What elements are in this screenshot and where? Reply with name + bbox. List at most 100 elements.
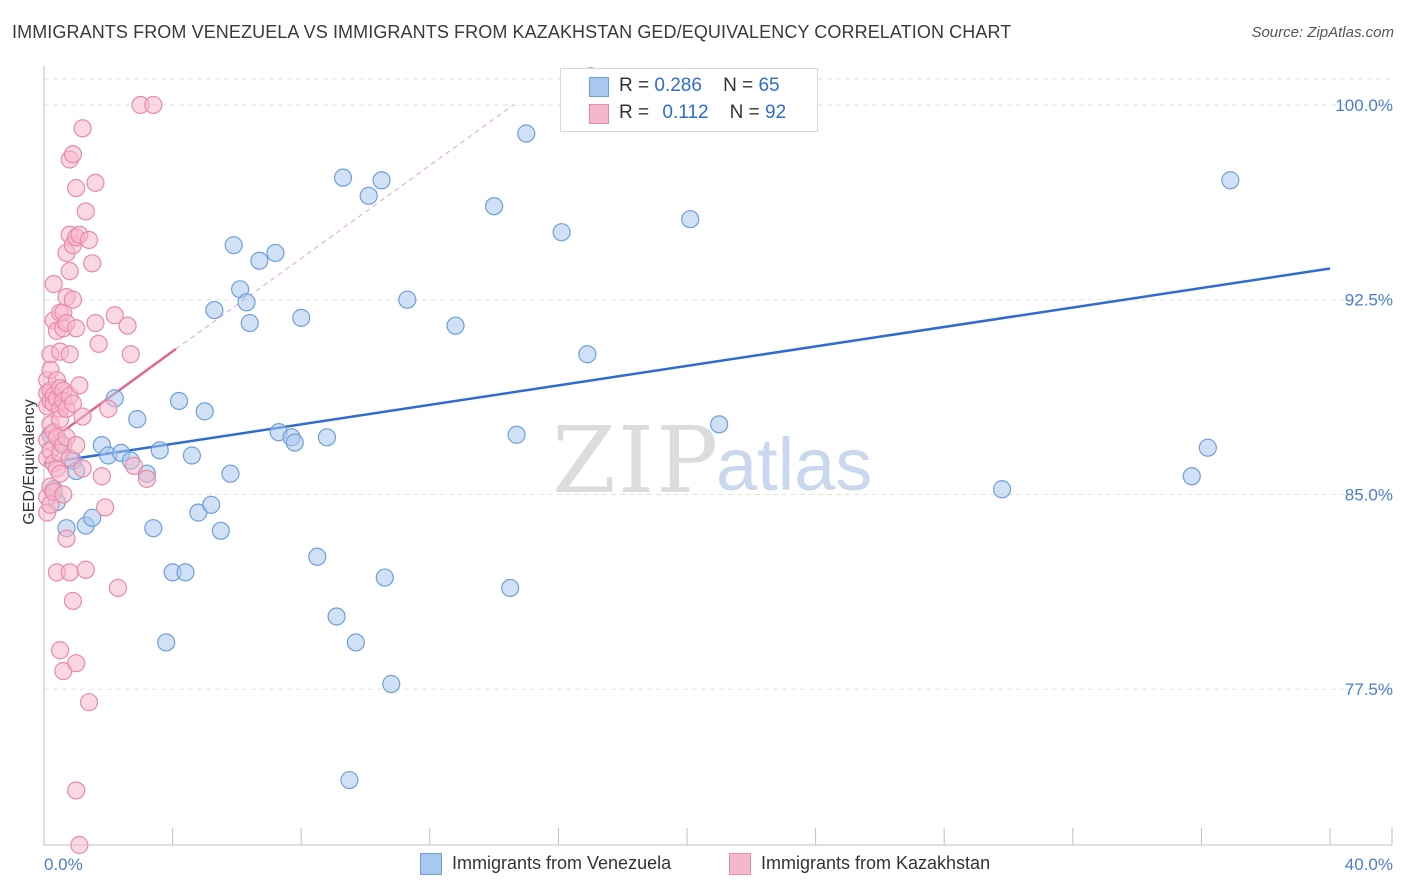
venezuela-swatch: [589, 77, 609, 97]
venezuela-point: [205, 300, 224, 320]
kazakhstan-point: [76, 202, 95, 221]
kazakhstan-point: [63, 591, 83, 611]
venezuela-point: [327, 607, 346, 626]
venezuela-point: [578, 345, 597, 364]
venezuela-point: [157, 633, 176, 652]
venezuela-point: [237, 293, 256, 312]
venezuela-point: [359, 186, 378, 205]
kazakhstan-point: [54, 485, 73, 504]
kazakhstan-point: [73, 119, 92, 138]
venezuela-point: [83, 508, 102, 527]
y-tick-label: 77.5%: [1345, 680, 1393, 699]
venezuela-point: [992, 480, 1012, 499]
legend-venezuela-label: Immigrants from Venezuela: [452, 853, 672, 873]
venezuela-point: [285, 433, 304, 452]
kazakhstan-point: [67, 436, 86, 455]
watermark-atlas: atlas: [716, 423, 872, 506]
venezuela-point: [340, 770, 359, 790]
y-tick-label: 92.5%: [1345, 291, 1393, 310]
kazakhstan-point: [95, 498, 115, 517]
venezuela-point: [501, 578, 520, 598]
venezuela-point: [372, 171, 391, 190]
grid-layer: [44, 78, 1390, 690]
venezuela-point: [266, 243, 285, 263]
venezuela-point: [144, 519, 163, 538]
venezuela-point: [292, 308, 311, 327]
kazakhstan-trend-extension: [175, 104, 514, 350]
stats-legend: R = 0.286 N = 65 R = 0.112 N = 92: [560, 68, 818, 132]
kazakhstan-point: [121, 345, 140, 364]
venezuela-point: [375, 568, 394, 587]
venezuela-point: [211, 521, 230, 540]
kazakhstan-point: [70, 835, 89, 855]
legend-kazakhstan-label: Immigrants from Kazakhstan: [761, 853, 991, 873]
kazakhstan-point: [50, 464, 70, 483]
chart-title: IMMIGRANTS FROM VENEZUELA VS IMMIGRANTS …: [12, 22, 1012, 42]
kazakhstan-point: [89, 334, 108, 353]
x-tick-label-min: 0.0%: [44, 855, 83, 874]
kazakhstan-r-value: 0.112: [662, 102, 709, 123]
venezuela-r-value: 0.286: [654, 75, 702, 96]
venezuela-point: [128, 410, 147, 429]
kazakhstan-point: [57, 529, 76, 548]
venezuela-point: [681, 210, 700, 229]
legend-kazakhstan-swatch: [729, 853, 751, 875]
venezuela-point: [150, 441, 169, 460]
kazakhstan-point: [67, 319, 86, 338]
kazakhstan-point: [83, 254, 102, 273]
venezuela-point: [333, 168, 353, 187]
venezuela-r-label: R =: [619, 75, 650, 96]
kazakhstan-point: [67, 781, 86, 800]
kazakhstan-point: [105, 306, 124, 325]
source-label: Source: ZipAtlas.com: [1251, 24, 1394, 41]
venezuela-trend-line: [43, 267, 1331, 465]
venezuela-point: [240, 313, 259, 333]
kazakhstan-point: [124, 456, 144, 475]
venezuela-point: [317, 428, 337, 447]
venezuela-point: [507, 425, 526, 444]
venezuela-point: [710, 415, 729, 434]
venezuela-point: [176, 563, 195, 582]
kazakhstan-r-label: R =: [619, 102, 650, 123]
venezuela-point: [1182, 467, 1201, 486]
points-layer: [38, 67, 1240, 855]
kazakhstan-point: [63, 290, 83, 309]
kazakhstan-point: [99, 399, 118, 418]
venezuela-point: [195, 402, 214, 421]
venezuela-point: [1221, 171, 1240, 190]
venezuela-point: [221, 464, 240, 483]
venezuela-point: [552, 223, 571, 242]
venezuela-point: [398, 290, 417, 309]
kazakhstan-point: [73, 407, 92, 426]
y-tick-label: 100.0%: [1335, 96, 1393, 115]
kazakhstan-point: [108, 578, 128, 598]
kazakhstan-point: [60, 262, 79, 281]
kazakhstan-point: [86, 173, 105, 192]
kazakhstan-n-value: 92: [765, 102, 787, 123]
kazakhstan-point: [79, 230, 99, 250]
kazakhstan-point: [63, 145, 83, 164]
venezuela-point: [169, 391, 189, 411]
venezuela-n-label: N =: [723, 75, 754, 96]
venezuela-point: [202, 495, 221, 514]
labels-layer: 77.5% 85.0% 92.5% 100.0% 0.0% 40.0%: [44, 96, 1393, 874]
venezuela-n-value: 65: [758, 75, 780, 96]
kazakhstan-point: [50, 641, 70, 660]
kazakhstan-swatch: [589, 104, 609, 124]
kazakhstan-point: [44, 275, 63, 294]
kazakhstan-point: [86, 313, 105, 333]
venezuela-point: [485, 197, 504, 216]
kazakhstan-point: [118, 316, 137, 335]
kazakhstan-point: [67, 654, 86, 673]
kazakhstan-point: [144, 95, 163, 115]
kazakhstan-point: [76, 560, 95, 579]
kazakhstan-point: [60, 345, 79, 364]
venezuela-point: [382, 674, 401, 694]
kazakhstan-point: [70, 376, 89, 395]
series-legend: Immigrants from Venezuela Immigrants fro…: [0, 852, 1406, 878]
kazakhstan-point: [60, 563, 79, 582]
kazakhstan-point: [73, 459, 92, 478]
venezuela-point: [224, 236, 243, 255]
watermark-zip: ZIP: [552, 407, 720, 514]
